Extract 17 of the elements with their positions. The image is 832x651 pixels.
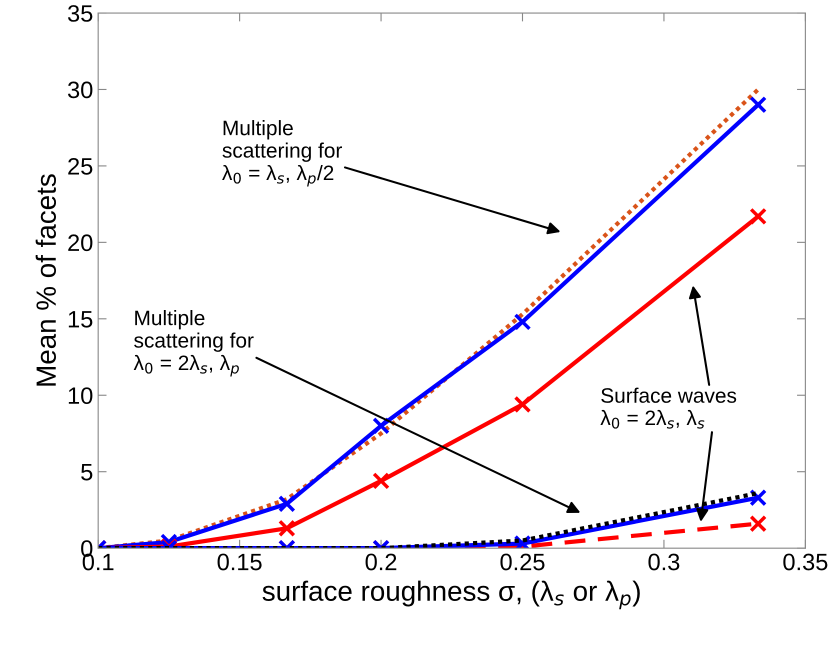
y-tick-label: 15	[68, 311, 92, 328]
y-axis-title: Mean % of facets	[36, 174, 56, 386]
x-tick-label: 0.3	[648, 554, 680, 570]
x-tick-label: 0.25	[500, 554, 544, 570]
y-tick-label: 5	[81, 464, 92, 480]
y-tick-label: 25	[68, 158, 92, 175]
x-tick-label: 0.15	[218, 554, 262, 570]
y-tick-label: 35	[68, 5, 92, 22]
x-tick-label: 0.35	[783, 554, 828, 570]
annotation: Surface waves λ$_{0}$ = 2λ$_{s}$, λ$_{s}$	[600, 388, 736, 429]
text: Multiple scattering for λ$_{0}$ = λ$_{s}$, λ$_{p}$/2	[222, 120, 342, 186]
y-tick-label: 30	[68, 82, 92, 98]
y-tick-label: 10	[68, 387, 92, 404]
annotation: Multiple scattering for λ$_{0}$ = 2λ$_{s}$, λ$_{p}$	[134, 310, 254, 376]
y-tick-label: 20	[68, 234, 92, 252]
x-axis-title: surface roughness σ, (λ$_{s}$ or λ$_{p}$)	[262, 580, 640, 610]
x-tick-label: 0.2	[366, 554, 396, 570]
